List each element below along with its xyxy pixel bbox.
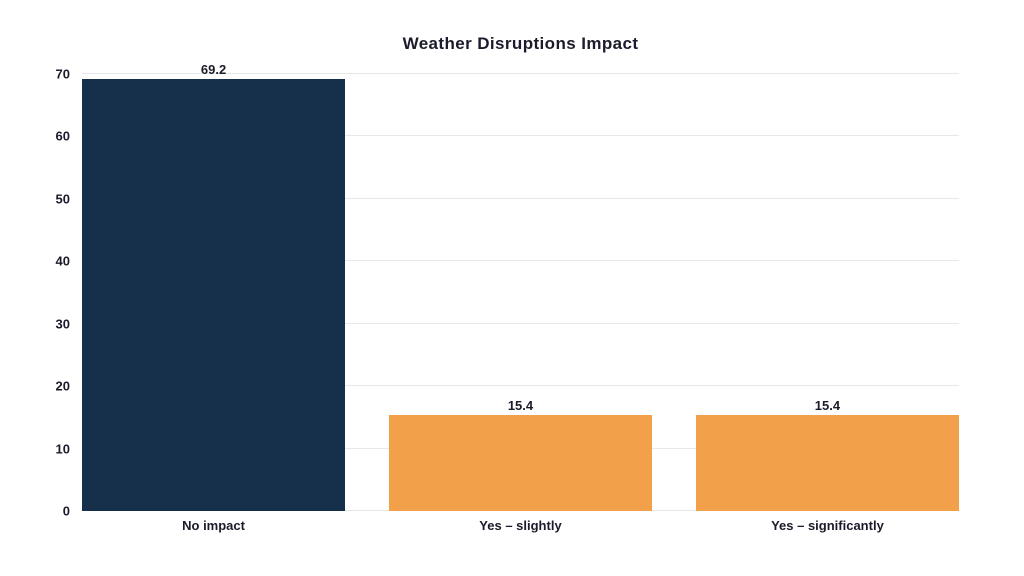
gridline [82, 322, 959, 324]
x-tick-label: Yes – significantly [771, 518, 884, 533]
y-tick-label: 20 [55, 378, 70, 394]
bar-1 [82, 79, 346, 511]
y-tick-label: 0 [62, 503, 70, 519]
gridline [82, 73, 959, 74]
bar-value-label: 69.2 [200, 62, 227, 77]
bar-3 [695, 414, 959, 511]
bar-value-label: 15.4 [507, 397, 534, 413]
bar-value-label: 15.4 [814, 397, 841, 413]
bar-2 [388, 414, 653, 511]
x-tick-label: No impact [182, 518, 245, 533]
chart-title: Weather Disruptions Impact [402, 34, 639, 53]
y-tick-label: 70 [55, 66, 70, 82]
y-tick-label: 30 [55, 316, 70, 332]
y-tick-label: 10 [55, 441, 70, 457]
gridline [82, 135, 959, 137]
plot-area: 69.2 No impact 15.4 Yes – slightly 15.4 Yes –… [82, 63, 959, 533]
y-tick-label: 60 [55, 128, 70, 144]
gridline [82, 260, 959, 262]
y-axis: 0 10 20 30 40 50 60 70 [0, 68, 76, 518]
x-tick-label: Yes – slightly [479, 518, 562, 533]
gridline [82, 197, 959, 199]
y-tick-label: 40 [55, 253, 70, 269]
y-tick-label: 50 [55, 191, 70, 207]
gridline [82, 385, 959, 387]
